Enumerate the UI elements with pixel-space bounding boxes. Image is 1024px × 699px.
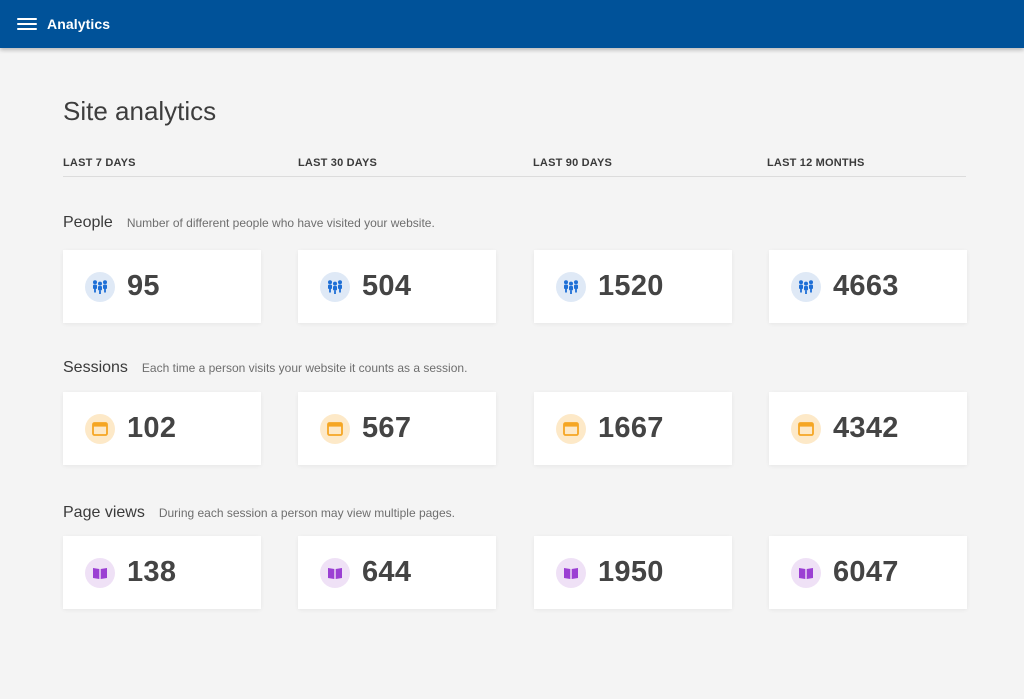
people-section-description: Number of different people who have visi…: [126, 216, 435, 230]
tab-last-12-months[interactable]: LAST 12 MONTHS: [767, 157, 865, 169]
open-book-icon: [556, 557, 586, 588]
browser-window-icon: [320, 413, 350, 444]
people-card-7-days: 95: [63, 250, 261, 323]
sessions-section-description: Each time a person visits your website i…: [141, 361, 468, 375]
tab-last-90-days[interactable]: LAST 90 DAYS: [533, 157, 613, 169]
page-views-section-header: Page views During each session a person …: [63, 504, 455, 522]
people-card-30-days: 504: [298, 250, 496, 323]
period-tabs: LAST 7 DAYS LAST 30 DAYS LAST 90 DAYS LA…: [63, 150, 966, 177]
page-views-card-30-days: 644: [298, 536, 496, 609]
people-count-30-days: 504: [362, 270, 412, 302]
tab-last-7-days[interactable]: LAST 7 DAYS: [63, 157, 136, 169]
page-views-count-12-months: 6047: [833, 556, 899, 588]
page-views-card-7-days: 138: [63, 536, 261, 609]
sessions-card-90-days: 1667: [534, 392, 732, 465]
sessions-count-12-months: 4342: [833, 412, 899, 444]
sessions-card-30-days: 567: [298, 392, 496, 465]
sessions-section-header: Sessions Each time a person visits your …: [63, 359, 467, 377]
people-icon: [556, 271, 586, 302]
people-section-header: People Number of different people who ha…: [63, 214, 435, 232]
people-count-12-months: 4663: [833, 270, 899, 302]
page-views-card-90-days: 1950: [534, 536, 732, 609]
page-views-section-title: Page views: [63, 504, 145, 521]
sessions-count-7-days: 102: [127, 412, 177, 444]
open-book-icon: [85, 557, 115, 588]
browser-window-icon: [85, 413, 115, 444]
browser-window-icon: [556, 413, 586, 444]
browser-window-icon: [791, 413, 821, 444]
people-icon: [85, 271, 115, 302]
page-title: Site analytics: [63, 96, 217, 126]
menu-icon[interactable]: [17, 16, 37, 32]
sessions-card-12-months: 4342: [769, 392, 967, 465]
sessions-section-title: Sessions: [63, 359, 128, 376]
people-icon: [791, 271, 821, 302]
page-views-count-90-days: 1950: [598, 556, 664, 588]
page-views-count-30-days: 644: [362, 556, 412, 588]
page-views-card-12-months: 6047: [769, 536, 967, 609]
people-count-90-days: 1520: [598, 270, 664, 302]
people-card-12-months: 4663: [769, 250, 967, 323]
sessions-card-7-days: 102: [63, 392, 261, 465]
page-views-count-7-days: 138: [127, 556, 177, 588]
tab-last-30-days[interactable]: LAST 30 DAYS: [298, 157, 378, 169]
people-count-7-days: 95: [127, 270, 160, 302]
page-views-section-description: During each session a person may view mu…: [158, 506, 455, 520]
open-book-icon: [791, 557, 821, 588]
people-section-title: People: [63, 214, 113, 231]
app-title: Analytics: [47, 16, 111, 32]
sessions-count-90-days: 1667: [598, 412, 664, 444]
people-icon: [320, 271, 350, 302]
sessions-count-30-days: 567: [362, 412, 412, 444]
open-book-icon: [320, 557, 350, 588]
app-bar: Analytics: [0, 0, 1024, 48]
people-card-90-days: 1520: [534, 250, 732, 323]
